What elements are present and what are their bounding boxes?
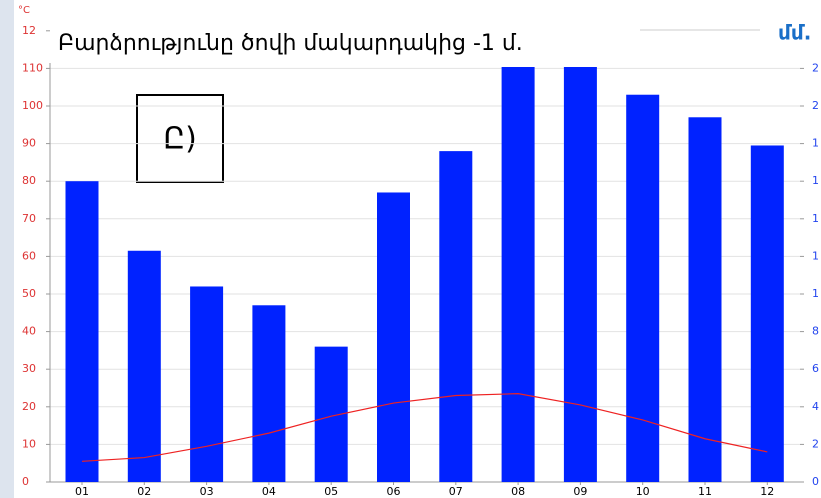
y2-tick-label: 4 [812,400,819,413]
y2-tick-label: 2 [812,61,819,74]
x-tick-label: 03 [200,485,214,498]
y-tick-label: 70 [22,212,36,225]
y2-unit: մմ. [778,21,811,45]
bar [439,151,473,482]
y2-tick-label: 1 [812,174,819,187]
x-tick-label: 05 [324,485,338,498]
y-tick-label: 50 [22,287,36,300]
bar [190,286,224,482]
x-tick-label: 08 [511,485,525,498]
x-tick-label: 04 [262,485,276,498]
bar [501,67,535,483]
y-tick-label: 30 [22,362,36,375]
y2-tick-label: 6 [812,362,819,375]
y-tick-label: 90 [22,137,36,150]
bar [252,305,286,482]
y-tick-label: 100 [22,99,43,112]
y2-tick-label: 0 [812,475,819,488]
x-tick-label: 09 [573,485,587,498]
temperature-line [81,393,768,462]
y2-tick-label: 1 [812,137,819,150]
bar [688,117,722,482]
y-tick-label: 110 [22,61,43,74]
x-tick-label: 06 [387,485,401,498]
x-tick-label: 01 [75,485,89,498]
y2-tick-label: 1 [812,287,819,300]
bar [65,181,99,482]
x-tick-label: 11 [698,485,712,498]
side-strip [0,0,14,498]
y-tick-label: 20 [22,400,36,413]
y2-tick-label: 1 [812,212,819,225]
x-tick-label: 12 [760,485,774,498]
y-tick-label: 40 [22,325,36,338]
y2-tick-label: 2 [812,99,819,112]
y-unit: °C [18,5,30,16]
y2-tick-label: 2 [812,437,819,450]
y-tick-label: 0 [22,475,29,488]
annotation: Ը) [163,122,197,157]
y2-tick-label: 8 [812,325,819,338]
y-tick-label: 80 [22,174,36,187]
x-tick-label: 07 [449,485,463,498]
annotation-box [136,94,224,183]
x-tick-label: 02 [137,485,151,498]
bar [377,192,410,483]
y-tick-label: 60 [22,249,36,262]
bar [750,145,784,483]
bar [563,67,597,483]
chart-title: Բարձրությունը ծովի մակարդակից -1 մ. [58,31,523,56]
bar [127,250,161,482]
y-tick-label: 12 [22,24,36,37]
y-tick-label: 10 [22,437,36,450]
x-tick-label: 10 [636,485,650,498]
plot [65,67,784,483]
y2-tick-label: 1 [812,249,819,262]
